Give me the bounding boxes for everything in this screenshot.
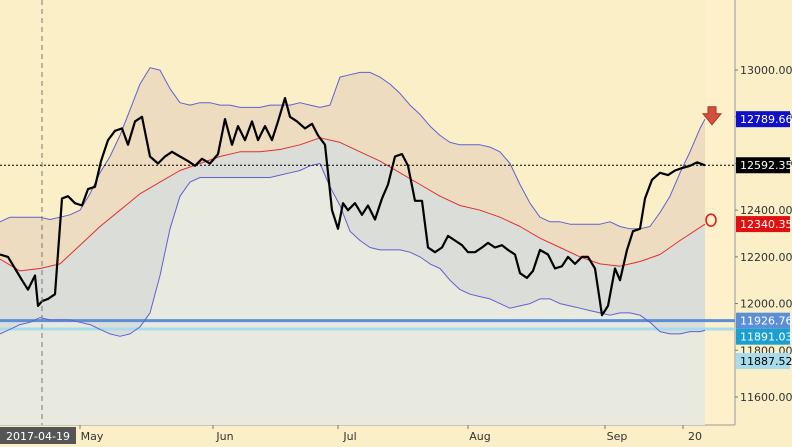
horizontal-price-lines — [0, 319, 735, 331]
series-ma — [0, 137, 706, 272]
signal-circle-icon — [705, 213, 717, 227]
price-label: 12340.35 — [740, 218, 792, 231]
y-tick-label: 12200.00 — [740, 251, 792, 264]
price-label-bg — [736, 157, 790, 174]
x-tick-label: Jul — [342, 430, 356, 443]
price-label: 12789.66 — [740, 113, 792, 126]
recent-highlight — [705, 0, 735, 425]
price-labels: 12789.66 12592.35 12340.35 11926.76 11891.03… — [736, 111, 792, 370]
x-axis-ticks: May Jun Jul Aug Sep 20 2017-04-19 — [0, 425, 702, 444]
y-tick-label: 11600.00 — [740, 391, 792, 404]
lower-band-fill — [0, 163, 705, 425]
x-tick-label: Aug — [469, 430, 490, 443]
x-tick-label: 20 — [688, 430, 702, 443]
crosshair-date-label: 2017-04-19 — [6, 430, 70, 443]
series-lines — [0, 67, 706, 337]
series-lower — [0, 163, 706, 337]
y-tick-label: 12000.00 — [740, 298, 792, 311]
bollinger-band-fills — [0, 67, 705, 425]
y-tick-label: 12400.00 — [740, 204, 792, 217]
sell-arrow-icon — [701, 106, 723, 126]
price-label: 11926.76 — [740, 315, 792, 328]
price-label: 12592.35 — [740, 159, 792, 172]
x-tick-label: Sep — [607, 430, 628, 443]
price-label: 11887.52 — [740, 355, 792, 368]
price-label-bg — [736, 328, 790, 345]
price-label-bg — [736, 111, 790, 128]
x-tick-label: Jun — [215, 430, 233, 443]
band-lower-half-fill — [0, 137, 705, 337]
price-label: 11891.03 — [740, 331, 792, 344]
x-tick-label: May — [81, 430, 104, 443]
series-upper — [0, 67, 706, 230]
crosshair-date-label-bg — [0, 427, 76, 444]
signal-markers — [701, 106, 723, 227]
price-label-bg — [736, 353, 790, 370]
y-tick-label: 13000.00 — [740, 64, 792, 77]
price-label-bg — [736, 312, 790, 329]
series-price — [0, 96, 706, 317]
price-label-bg — [736, 216, 790, 233]
crosshair — [0, 0, 735, 425]
